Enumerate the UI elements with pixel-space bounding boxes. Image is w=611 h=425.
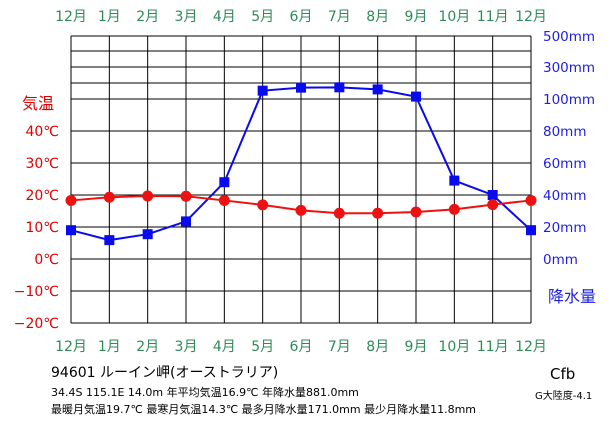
temperature-tick-label: −20℃ (14, 316, 59, 332)
temperature-tick-label: 0℃ (34, 252, 59, 268)
station-summary-line: 34.4S 115.1E 14.0m 年平均気温16.9℃ 年降水量881.0m… (51, 385, 359, 399)
precipitation-tick-label: 20mm (543, 220, 586, 236)
precipitation-point (526, 225, 536, 236)
month-label-top: 12月 (515, 9, 547, 25)
station-label: 94601 ルーイン岬(オーストラリア) (51, 365, 278, 381)
bottom-month-labels: 12月 1月 2月 3月 4月 5月 6月 7月 8月 9月 10月 11月 12月 (55, 339, 547, 355)
month-label-bottom: 1月 (98, 339, 121, 355)
precipitation-point (487, 190, 498, 200)
month-label-bottom: 12月 (515, 339, 547, 355)
precipitation-tick-label: 40mm (543, 188, 586, 204)
temperature-point (180, 190, 192, 202)
temperature-point (410, 206, 422, 218)
temperature-tick-labels: 40℃ 30℃ 20℃ 10℃ 0℃ −10℃ −20℃ (14, 124, 59, 332)
month-label-bottom: 3月 (175, 339, 198, 355)
temperature-point (257, 199, 269, 211)
month-label-bottom: 11月 (477, 339, 509, 355)
temperature-tick-label: 30℃ (25, 156, 59, 172)
station-extremes-line: 最暖月気温19.7℃ 最寒月気温14.3℃ 最多月降水量171.0mm 最少月降… (51, 402, 476, 416)
temperature-point (372, 207, 384, 219)
grid-lines (70, 35, 532, 324)
precipitation-axis-title: 降水量 (548, 287, 596, 306)
month-label-bottom: 6月 (290, 339, 313, 355)
month-label-bottom: 7月 (328, 339, 351, 355)
precipitation-point (104, 235, 115, 246)
month-label-top: 3月 (175, 9, 198, 25)
precipitation-tick-label: 500mm (543, 29, 595, 45)
region-label: G大陸度-4.1 (535, 389, 592, 402)
month-label-top: 7月 (328, 9, 351, 25)
month-label-bottom: 10月 (438, 339, 470, 355)
precipitation-point (372, 84, 383, 95)
temperature-point (218, 194, 230, 206)
month-label-top: 6月 (290, 9, 313, 25)
top-month-labels: 12月 1月 2月 3月 4月 5月 6月 7月 8月 9月 10月 11月 12月 (55, 9, 547, 25)
temperature-tick-label: 40℃ (25, 124, 59, 140)
month-label-top: 10月 (438, 9, 470, 25)
temperature-point (448, 203, 460, 215)
precipitation-tick-labels: 500mm 300mm 100mm 80mm 60mm 40mm 20mm 0mm (543, 29, 595, 268)
precipitation-point (66, 225, 76, 236)
precipitation-point (219, 177, 230, 188)
month-label-bottom: 12月 (55, 339, 87, 355)
month-label-top: 2月 (136, 9, 159, 25)
month-label-bottom: 8月 (366, 339, 389, 355)
month-label-bottom: 9月 (405, 339, 428, 355)
precipitation-point (334, 82, 345, 93)
precipitation-tick-label: 100mm (543, 92, 595, 108)
temperature-point (103, 191, 115, 203)
precipitation-point (257, 85, 268, 96)
month-label-top: 1月 (98, 9, 121, 25)
temperature-tick-label: −10℃ (14, 284, 59, 300)
temperature-point (142, 190, 154, 202)
temperature-point (487, 199, 499, 211)
precipitation-tick-label: 80mm (543, 124, 586, 140)
month-label-bottom: 5月 (251, 339, 274, 355)
series-layer (65, 82, 537, 246)
month-label-top: 5月 (251, 9, 274, 25)
temperature-point (65, 194, 77, 206)
precipitation-tick-label: 0mm (543, 252, 578, 268)
month-label-top: 9月 (405, 9, 428, 25)
precipitation-tick-label: 60mm (543, 156, 586, 172)
temperature-point (525, 194, 537, 206)
temperature-point (333, 207, 345, 219)
climate-classification: Cfb (550, 365, 575, 383)
temperature-tick-label: 20℃ (25, 188, 59, 204)
month-label-top: 11月 (477, 9, 509, 25)
month-label-top: 8月 (366, 9, 389, 25)
month-label-top: 4月 (213, 9, 236, 25)
month-label-bottom: 4月 (213, 339, 236, 355)
precipitation-point (411, 91, 421, 102)
precipitation-point (181, 216, 191, 227)
month-label-bottom: 2月 (136, 339, 159, 355)
precipitation-point (142, 229, 153, 240)
precipitation-point (449, 175, 460, 186)
precipitation-tick-label: 300mm (543, 60, 595, 76)
temperature-point (295, 204, 307, 216)
temperature-axis-title: 気温 (22, 94, 54, 113)
month-label-top: 12月 (55, 9, 87, 25)
precipitation-point (296, 82, 306, 93)
temperature-tick-label: 10℃ (25, 220, 59, 236)
